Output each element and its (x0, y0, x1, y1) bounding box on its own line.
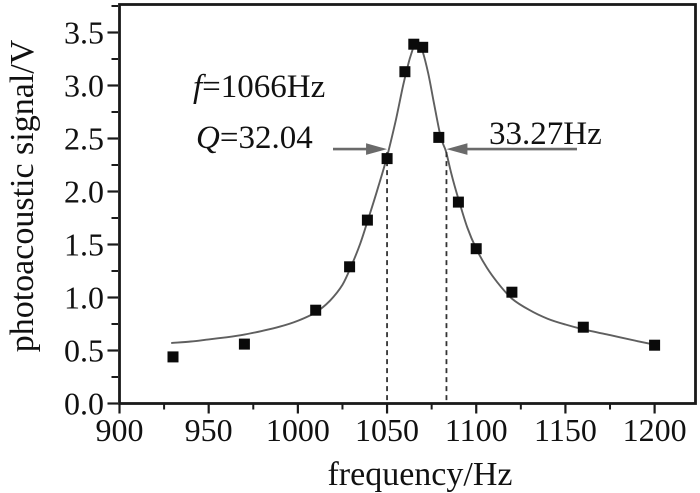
data-point (649, 339, 661, 351)
quality-factor-value: =32.04 (220, 120, 313, 156)
data-point (381, 153, 393, 165)
resonance-frequency-value: =1066Hz (202, 69, 325, 105)
data-point (167, 351, 179, 363)
y-axis-title: photoacoustic signal/V (4, 39, 41, 352)
data-point (577, 321, 589, 333)
data-point (417, 41, 429, 53)
x-tick-label: 1200 (623, 412, 687, 448)
y-tick-label: 1.0 (64, 280, 104, 316)
y-tick-label: 3.5 (64, 15, 104, 51)
y-tick-label: 1.5 (64, 227, 104, 263)
data-point (238, 338, 250, 350)
x-tick-label: 1100 (445, 412, 508, 448)
data-point (452, 196, 464, 208)
data-point (408, 38, 420, 50)
data-point (310, 304, 322, 316)
quality-factor-annotation: Q=32.04 (196, 120, 313, 156)
resonance-frequency-annotation: f=1066Hz (193, 69, 325, 105)
y-tick-label: 0.5 (64, 333, 104, 369)
plot-generated-layer: 900 950 1000 1050 1100 1150 1200 0.0 0.5 1.0 1.5 2.… (64, 5, 687, 448)
plot-frame (118, 3, 697, 405)
data-point (344, 261, 356, 273)
x-tick-label: 1150 (534, 412, 597, 448)
y-tick-label: 3.0 (64, 68, 104, 104)
x-tick-label: 900 (96, 412, 144, 448)
x-tick-label: 950 (185, 412, 233, 448)
x-tick-label: 1000 (266, 412, 330, 448)
data-point (506, 286, 518, 298)
fwhm-arrow-left-head (366, 143, 388, 155)
data-point (399, 66, 411, 78)
data-point (361, 214, 373, 226)
y-tick-label: 2.0 (64, 174, 104, 210)
data-point (470, 243, 482, 255)
data-point (433, 131, 445, 143)
x-tick-label: 1050 (355, 412, 419, 448)
y-tick-label: 2.5 (64, 121, 104, 157)
bandwidth-annotation: 33.27Hz (489, 116, 602, 152)
quality-factor-symbol: Q (196, 120, 220, 156)
x-axis-title: frequency/Hz (327, 456, 512, 493)
y-tick-label: 0.0 (64, 386, 104, 422)
fwhm-arrow-right-head (446, 143, 468, 155)
